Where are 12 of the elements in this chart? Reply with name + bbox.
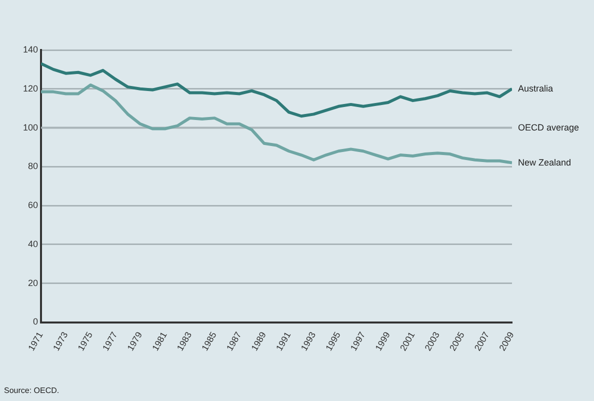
- source-note: Source: OECD.: [4, 386, 60, 395]
- y-tick-label: 20: [28, 278, 38, 288]
- y-tick-label: 60: [28, 200, 38, 210]
- y-tick-label: 0: [33, 316, 38, 327]
- y-tick-label: 80: [28, 161, 38, 172]
- y-tick-label: 40: [28, 238, 38, 249]
- ref-line-label: OECD average: [518, 122, 580, 132]
- y-tick-label: 100: [22, 122, 38, 132]
- series-label: New Zealand: [518, 157, 572, 168]
- y-tick-label: 140: [22, 44, 38, 54]
- y-tick-label: 120: [22, 83, 38, 94]
- series-label: Australia: [518, 83, 554, 94]
